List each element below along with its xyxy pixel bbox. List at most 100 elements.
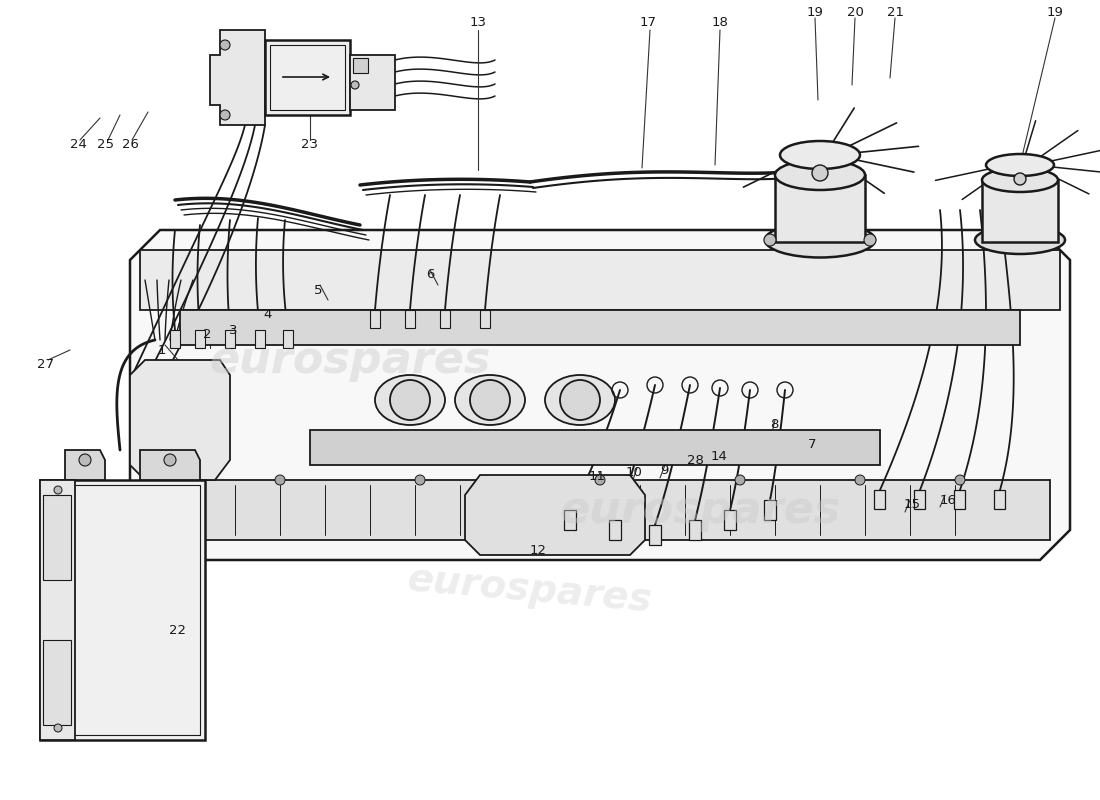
Bar <box>370 310 379 328</box>
Circle shape <box>864 234 876 246</box>
Text: 6: 6 <box>426 269 434 282</box>
Text: 2: 2 <box>202 329 211 342</box>
Bar <box>226 330 235 348</box>
Polygon shape <box>310 430 880 465</box>
Text: 13: 13 <box>470 15 486 29</box>
Circle shape <box>79 454 91 466</box>
Circle shape <box>1014 173 1026 185</box>
Polygon shape <box>130 230 1070 560</box>
Polygon shape <box>776 175 865 242</box>
Text: 17: 17 <box>639 15 657 29</box>
Bar <box>43 640 72 725</box>
Polygon shape <box>180 310 1020 345</box>
Ellipse shape <box>375 375 446 425</box>
Circle shape <box>220 110 230 120</box>
Text: 21: 21 <box>887 6 903 18</box>
Text: 3: 3 <box>229 323 238 337</box>
Text: 25: 25 <box>98 138 114 151</box>
Bar <box>914 490 925 509</box>
Text: 20: 20 <box>847 6 864 18</box>
Text: 7: 7 <box>807 438 816 451</box>
Bar <box>440 310 450 328</box>
Bar <box>689 520 701 540</box>
Text: 15: 15 <box>903 498 921 511</box>
Bar <box>405 310 415 328</box>
Ellipse shape <box>982 168 1058 192</box>
Circle shape <box>595 475 605 485</box>
Polygon shape <box>140 450 200 480</box>
Text: 18: 18 <box>712 15 728 29</box>
Bar <box>764 500 776 520</box>
Text: eurospares: eurospares <box>406 560 654 620</box>
Polygon shape <box>210 30 265 125</box>
Bar <box>40 480 205 740</box>
Polygon shape <box>982 180 1058 242</box>
Text: 14: 14 <box>711 450 727 463</box>
Bar <box>45 485 200 735</box>
Ellipse shape <box>780 141 860 169</box>
Bar <box>994 490 1005 509</box>
Text: 19: 19 <box>806 6 824 18</box>
Circle shape <box>275 475 285 485</box>
Circle shape <box>220 40 230 50</box>
Bar <box>649 525 661 545</box>
Text: 22: 22 <box>169 623 187 637</box>
Text: 27: 27 <box>36 358 54 371</box>
Text: 8: 8 <box>770 418 778 431</box>
Circle shape <box>955 475 965 485</box>
Bar <box>270 45 345 110</box>
Circle shape <box>415 475 425 485</box>
Circle shape <box>351 81 359 89</box>
Ellipse shape <box>986 154 1054 176</box>
Text: 28: 28 <box>686 454 703 466</box>
Ellipse shape <box>776 160 865 190</box>
Polygon shape <box>150 480 1050 540</box>
Circle shape <box>544 490 565 510</box>
Bar <box>353 58 369 73</box>
Bar <box>874 490 886 509</box>
Bar <box>609 520 622 540</box>
Ellipse shape <box>544 375 615 425</box>
Polygon shape <box>65 450 104 480</box>
Polygon shape <box>130 360 230 480</box>
Text: eurospares: eurospares <box>559 489 840 531</box>
Circle shape <box>547 527 563 543</box>
Text: 4: 4 <box>264 309 272 322</box>
Circle shape <box>470 380 510 420</box>
Ellipse shape <box>764 222 875 258</box>
Text: 11: 11 <box>588 470 605 483</box>
Text: 12: 12 <box>529 543 547 557</box>
Ellipse shape <box>455 375 525 425</box>
Bar <box>724 510 736 530</box>
Text: 16: 16 <box>939 494 956 506</box>
Polygon shape <box>140 250 1060 310</box>
Circle shape <box>764 234 776 246</box>
Bar <box>954 490 965 509</box>
Text: 24: 24 <box>69 138 87 151</box>
Circle shape <box>168 433 192 457</box>
Bar <box>43 495 72 580</box>
Text: 10: 10 <box>626 466 642 479</box>
Circle shape <box>164 454 176 466</box>
Text: 1: 1 <box>157 343 166 357</box>
Bar <box>283 330 293 348</box>
Bar <box>265 40 350 115</box>
Circle shape <box>560 380 600 420</box>
Bar <box>480 310 490 328</box>
Circle shape <box>812 165 828 181</box>
Circle shape <box>162 377 198 413</box>
Circle shape <box>390 380 430 420</box>
Circle shape <box>735 475 745 485</box>
Text: 23: 23 <box>301 138 319 151</box>
Bar <box>195 330 205 348</box>
Text: 5: 5 <box>314 283 322 297</box>
Circle shape <box>155 475 165 485</box>
Text: eurospares: eurospares <box>209 338 491 382</box>
Bar <box>170 330 180 348</box>
Polygon shape <box>465 475 645 555</box>
Circle shape <box>54 724 62 732</box>
Text: 26: 26 <box>122 138 139 151</box>
Text: 19: 19 <box>1046 6 1064 18</box>
Circle shape <box>54 486 62 494</box>
Text: 9: 9 <box>660 463 668 477</box>
